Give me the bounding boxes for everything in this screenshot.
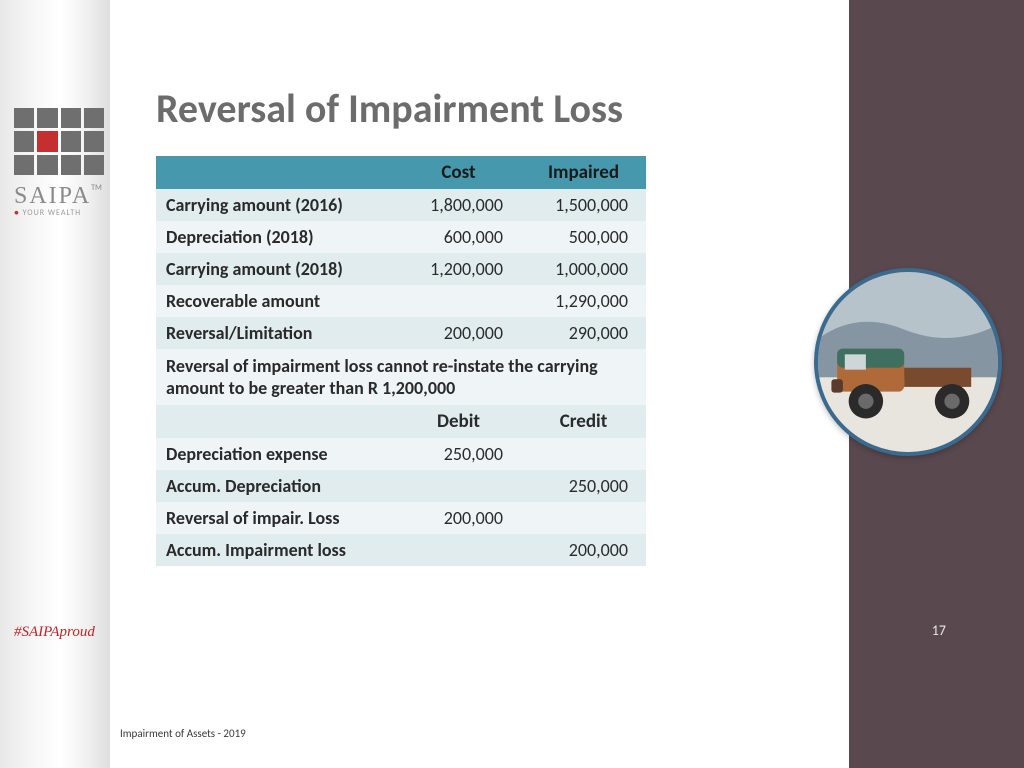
logo-grid-icon bbox=[14, 108, 104, 175]
table-row: Carrying amount (2018)1,200,0001,000,000 bbox=[156, 253, 646, 285]
col-blank bbox=[156, 156, 396, 189]
saipa-logo: SAIPATM ● YOUR WEALTH bbox=[14, 108, 109, 218]
table-row: Depreciation (2018)600,000500,000 bbox=[156, 221, 646, 253]
table-header-2: Debit Credit bbox=[156, 405, 646, 438]
table-row: Accum. Depreciation250,000 bbox=[156, 470, 646, 502]
table-row: Accum. Impairment loss200,000 bbox=[156, 534, 646, 566]
logo-tm: TM bbox=[91, 183, 102, 193]
col-cost: Cost bbox=[396, 156, 521, 189]
hashtag: #SAIPAproud bbox=[14, 624, 95, 641]
page-number: 17 bbox=[932, 622, 946, 639]
impairment-table: Cost Impaired Carrying amount (2016)1,80… bbox=[156, 156, 646, 566]
table-note-row: Reversal of impairment loss cannot re-in… bbox=[156, 349, 646, 405]
logo-word: SAIPA bbox=[14, 183, 91, 209]
footer-text: Impairment of Assets - 2019 bbox=[120, 727, 246, 740]
table-row: Reversal of impair. Loss200,000 bbox=[156, 502, 646, 534]
table-row: Recoverable amount1,290,000 bbox=[156, 285, 646, 317]
col-impaired: Impaired bbox=[521, 156, 646, 189]
table-row: Depreciation expense250,000 bbox=[156, 438, 646, 470]
slide-title: Reversal of Impairment Loss bbox=[156, 84, 623, 133]
table-row: Reversal/Limitation200,000290,000 bbox=[156, 317, 646, 349]
table-row: Carrying amount (2016)1,800,0001,500,000 bbox=[156, 189, 646, 221]
truck-photo-circle bbox=[814, 268, 1002, 456]
truck-icon bbox=[818, 272, 998, 452]
table-header-1: Cost Impaired bbox=[156, 156, 646, 189]
